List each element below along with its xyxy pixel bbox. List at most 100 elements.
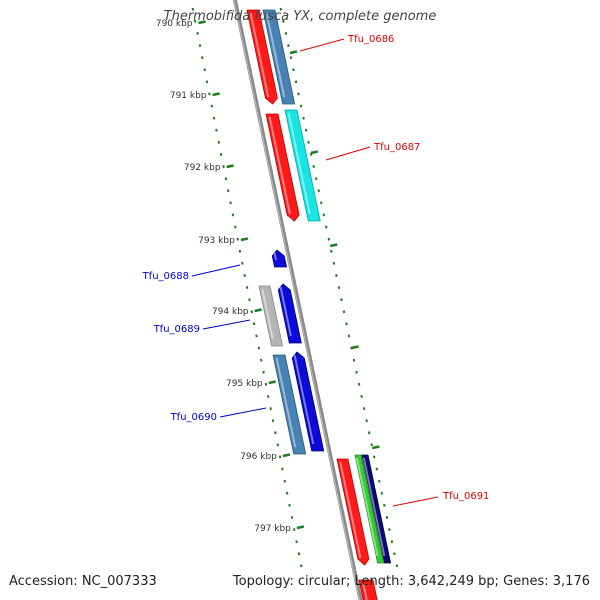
outer-ring-dot xyxy=(393,552,396,556)
gene-tfu0687-cyan-highlight xyxy=(287,112,311,215)
outer-ring-dot xyxy=(362,407,366,411)
ruler-dot xyxy=(198,44,202,48)
outer-ring-dot xyxy=(279,7,283,11)
gene-tfu0687-red xyxy=(265,113,300,222)
ruler-dot xyxy=(241,261,244,265)
outer-ring-dot xyxy=(340,298,343,302)
ruler-dot xyxy=(257,346,261,350)
ruler-dot xyxy=(300,564,303,568)
outer-ring-dot xyxy=(307,140,310,144)
gene-label: Tfu_0686 xyxy=(347,34,394,45)
gene-tfu0687-cyan xyxy=(284,109,321,222)
outer-ring-dot xyxy=(370,443,373,447)
ruler-dot xyxy=(196,31,199,35)
ruler-dot xyxy=(208,92,211,96)
ruler-dot xyxy=(269,407,272,411)
outer-ring-dot xyxy=(330,249,333,253)
gene-label: Tfu_0691 xyxy=(442,491,489,502)
ruler-dot xyxy=(234,225,237,229)
ruler-dot xyxy=(259,358,263,362)
outer-ring-dot xyxy=(388,528,391,532)
outer-ring-dot xyxy=(294,80,298,84)
ruler-dot xyxy=(285,491,289,495)
tick-label: 790 kbp xyxy=(156,19,193,29)
major-tick xyxy=(226,164,234,169)
outer-ring-dot xyxy=(337,286,341,290)
ruler-dot xyxy=(264,382,268,386)
gene-label-leader xyxy=(202,319,251,330)
outer-ring-dot xyxy=(385,515,389,519)
ruler-dot xyxy=(297,552,301,556)
gene-continuation-red xyxy=(358,579,378,600)
ruler-dot xyxy=(295,540,298,544)
major-tick xyxy=(282,453,291,458)
ruler-dot xyxy=(248,298,251,302)
outer-ring-dot xyxy=(342,310,346,314)
outer-ring-dot xyxy=(360,394,363,398)
ruler-dot xyxy=(215,128,218,132)
ruler-dot xyxy=(229,201,232,205)
outer-major-tick xyxy=(351,345,359,350)
gene-tfu0689-blue-highlight xyxy=(279,286,292,337)
outer-ring-dot xyxy=(322,213,325,217)
tick-label: 791 kbp xyxy=(170,91,207,101)
genome-summary-text: Topology: circular; Length: 3,642,249 bp… xyxy=(232,574,590,589)
gene-tfu0691-navy-highlight xyxy=(362,457,386,557)
major-tick xyxy=(296,525,305,530)
outer-ring-dot xyxy=(357,382,361,386)
ruler-dot xyxy=(288,503,291,507)
gene-tfu0691-navy xyxy=(361,454,392,564)
ruler-dot xyxy=(224,177,228,181)
outer-ring-dot xyxy=(372,455,376,459)
ruler-group: 790 kbp 791 kbp 792 kbp 793 kbp 794 kbp 795 k… xyxy=(156,7,399,568)
gene-tfu0690-steelblue xyxy=(272,354,307,455)
label-group: Tfu_0686 Tfu_0687 Tfu_0688 Tfu_0689 Tfu_0690… xyxy=(142,34,489,507)
ruler-dot xyxy=(243,273,246,277)
outer-ring-dot xyxy=(287,44,290,48)
gene-tfu0691-red xyxy=(336,458,370,566)
backbone-line xyxy=(232,0,363,600)
gene-tfu0690-blue xyxy=(291,351,325,452)
outer-ring-dot xyxy=(378,479,381,483)
outer-ring-dot xyxy=(375,467,378,471)
gene-label-leader xyxy=(392,496,439,507)
outer-major-tick xyxy=(310,150,319,155)
gene-label: Tfu_0689 xyxy=(153,324,200,335)
ruler-dot xyxy=(245,286,249,290)
gene-tfu0690-steelblue-highlight xyxy=(275,357,297,448)
outer-ring-dot xyxy=(292,68,295,72)
outer-ring-dot xyxy=(355,370,358,374)
gene-tfu0689-gray xyxy=(258,285,284,347)
ruler-dot xyxy=(205,80,209,84)
outer-ring-dot xyxy=(314,177,318,181)
outer-ring-dot xyxy=(345,322,348,326)
ruler-dot xyxy=(219,152,223,156)
gene-label-leader xyxy=(325,146,371,161)
outer-ring-dot xyxy=(289,56,293,60)
outer-ring-dot xyxy=(309,152,313,156)
ruler-dot xyxy=(252,322,256,326)
major-tick xyxy=(198,20,206,25)
outer-ring-dot xyxy=(365,419,368,423)
gene-tfu0687-red-highlight xyxy=(268,116,291,215)
ruler-dot xyxy=(281,467,284,471)
tick-label: 793 kbp xyxy=(198,236,235,246)
tick-label: 794 kbp xyxy=(212,307,249,317)
tick-label: 796 kbp xyxy=(240,452,277,462)
gene-label-leader xyxy=(191,264,241,277)
outer-ring-dot xyxy=(299,104,303,108)
outer-ring-dot xyxy=(327,237,331,241)
gene-label-leader xyxy=(219,407,267,418)
outer-ring-dot xyxy=(347,334,351,338)
outer-ring-dot xyxy=(390,540,394,544)
ruler-dot xyxy=(255,334,258,338)
outer-major-tick xyxy=(372,445,380,450)
ruler-dot xyxy=(231,213,235,217)
outer-ring-dot xyxy=(284,31,288,35)
ruler-dot xyxy=(278,455,282,459)
ruler-dot xyxy=(283,479,287,483)
outer-ring-dot xyxy=(335,273,338,277)
outer-ring-dot xyxy=(302,116,305,120)
outer-ring-dot xyxy=(352,358,356,362)
